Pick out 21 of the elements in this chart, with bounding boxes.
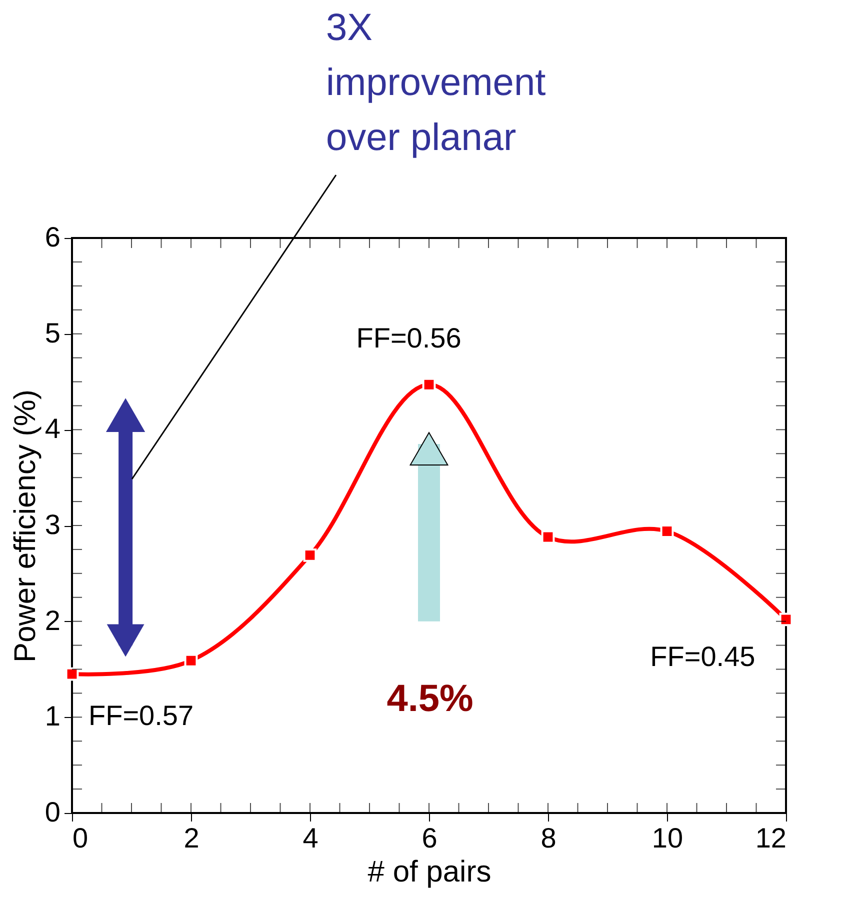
y-tick-label: 5 <box>44 317 60 348</box>
x-tick-label: 6 <box>422 822 438 854</box>
y-tick-label: 1 <box>44 700 60 732</box>
annotation: FF=0.45 <box>650 640 756 672</box>
y-tick-label: 6 <box>44 222 60 252</box>
text: 3X improvement over planar <box>326 7 546 159</box>
y-tick-label: 0 <box>44 796 60 828</box>
annotation: FF=0.57 <box>88 700 194 732</box>
x-tick-label: 8 <box>540 822 556 854</box>
y-tick-label: 3 <box>44 509 60 540</box>
x-axis-title: # of pairs <box>368 856 492 888</box>
x-tick-label: 0 <box>72 822 88 854</box>
x-tick-label: 10 <box>652 822 684 854</box>
x-tick-label: 4 <box>302 822 318 854</box>
annotation: FF=0.56 <box>356 322 462 354</box>
y-axis-title: Power efficiency (%) <box>8 390 42 662</box>
x-tick-label: 12 <box>755 822 786 854</box>
x-tick-label: 2 <box>184 822 200 854</box>
annotation: 4.5% <box>386 678 474 720</box>
y-tick-label: 4 <box>44 413 60 444</box>
y-tick-label: 2 <box>44 604 60 636</box>
